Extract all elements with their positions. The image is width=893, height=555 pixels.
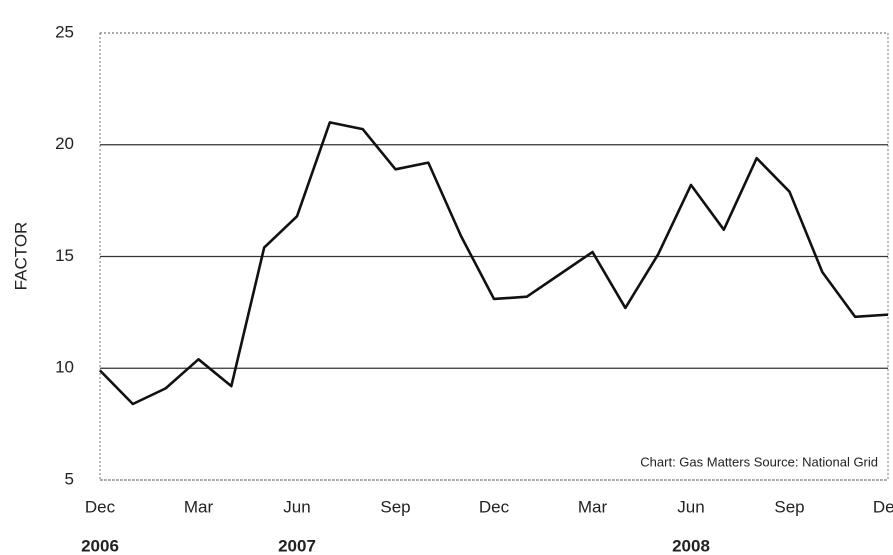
x-tick-label: Dec bbox=[479, 497, 510, 516]
x-tick-label: Sep bbox=[380, 497, 410, 516]
x-tick-label: Dec bbox=[873, 497, 893, 516]
x-tick-label: Jun bbox=[283, 497, 310, 516]
x-tick-label: Mar bbox=[578, 497, 608, 516]
y-axis-label: FACTOR bbox=[11, 222, 30, 291]
year-label: 2008 bbox=[672, 536, 710, 555]
y-tick-label: 5 bbox=[65, 469, 74, 488]
y-tick-label: 15 bbox=[55, 246, 74, 265]
x-tick-label: Dec bbox=[85, 497, 116, 516]
y-tick-label: 25 bbox=[55, 22, 74, 41]
year-label: 2006 bbox=[81, 536, 119, 555]
x-tick-label: Mar bbox=[184, 497, 214, 516]
data-line bbox=[99, 121, 889, 406]
y-tick-label: 10 bbox=[55, 358, 74, 377]
x-tick-label: Jun bbox=[677, 497, 704, 516]
year-label: 2007 bbox=[278, 536, 316, 555]
source-note: Chart: Gas Matters Source: National Grid bbox=[640, 454, 878, 469]
x-tick-label: Sep bbox=[774, 497, 804, 516]
y-tick-label: 20 bbox=[55, 134, 74, 153]
